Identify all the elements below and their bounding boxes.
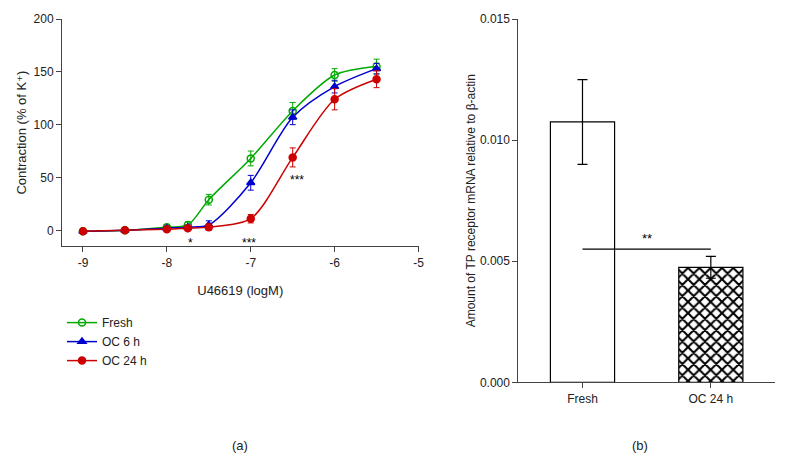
svg-text:-5: -5 (413, 256, 424, 270)
svg-text:Amount of TP receptor mRNA rel: Amount of TP receptor mRNA relative to β… (464, 74, 478, 327)
svg-text:**: ** (642, 231, 652, 246)
svg-text:Fresh: Fresh (102, 316, 133, 330)
svg-text:0.005: 0.005 (480, 254, 510, 268)
svg-text:-8: -8 (162, 256, 173, 270)
svg-text:OC 24 h: OC 24 h (102, 354, 147, 368)
svg-text:0.000: 0.000 (480, 376, 510, 390)
svg-text:150: 150 (34, 65, 54, 79)
svg-text:-9: -9 (78, 256, 89, 270)
svg-text:(b): (b) (632, 438, 648, 453)
svg-text:0.010: 0.010 (480, 133, 510, 147)
svg-text:0.015: 0.015 (480, 12, 510, 26)
svg-text:-7: -7 (245, 256, 256, 270)
svg-text:100: 100 (34, 118, 54, 132)
svg-text:*: * (188, 236, 193, 250)
svg-text:-6: -6 (329, 256, 340, 270)
svg-text:0: 0 (47, 224, 54, 238)
svg-text:OC 24 h: OC 24 h (688, 392, 733, 406)
svg-text:(a): (a) (232, 438, 248, 453)
svg-text:Fresh: Fresh (567, 392, 598, 406)
svg-text:50: 50 (40, 171, 54, 185)
svg-text:Contraction (% of K⁺): Contraction (% of K⁺) (14, 71, 29, 195)
svg-text:***: *** (242, 236, 256, 250)
svg-text:***: *** (290, 173, 304, 187)
svg-text:U46619 (logM): U46619 (logM) (197, 283, 283, 298)
svg-text:OC 6 h: OC 6 h (102, 335, 140, 349)
svg-text:200: 200 (34, 12, 54, 26)
